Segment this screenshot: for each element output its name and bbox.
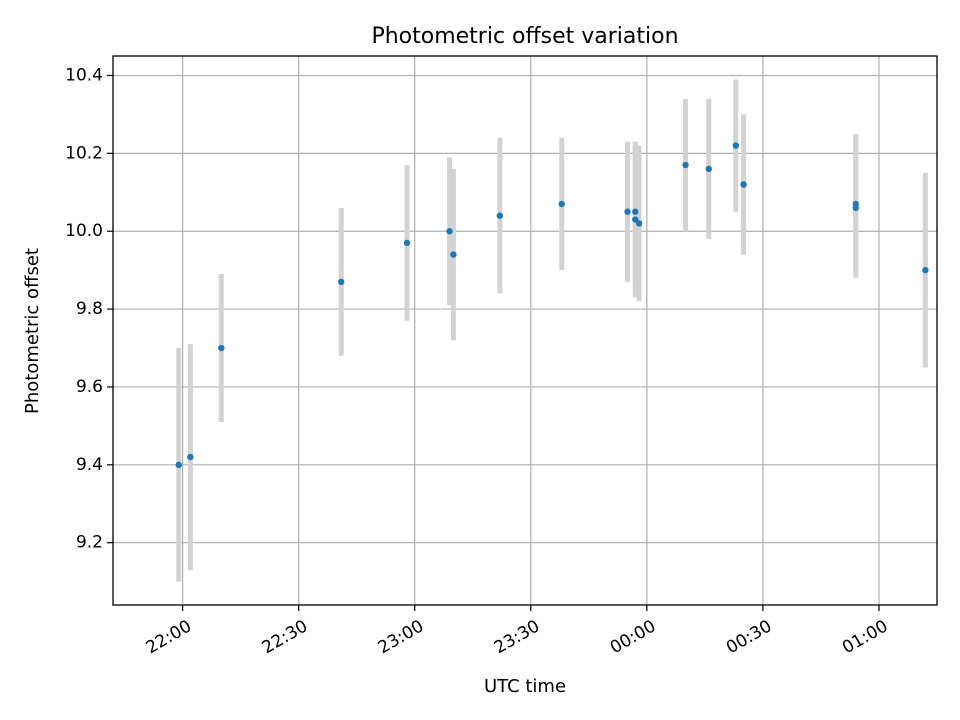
y-tick-label: 9.2 [76, 533, 103, 553]
data-point [682, 161, 689, 169]
x-tick-label: 22:30 [259, 616, 311, 658]
x-tick-label: 00:00 [607, 616, 659, 658]
data-point [632, 216, 639, 223]
data-point [705, 165, 712, 173]
y-axis-label: Photometric offset [22, 248, 43, 414]
plot-frame [112, 55, 938, 606]
data-point [635, 220, 643, 227]
data-point [496, 212, 504, 219]
x-tick-label: 23:30 [491, 616, 543, 658]
data-point [446, 228, 453, 235]
data-point [175, 461, 182, 469]
data-point [403, 239, 411, 247]
y-tick-label: 10.2 [65, 143, 103, 163]
data-point [852, 204, 859, 212]
x-tick-label: 22:00 [143, 616, 195, 658]
point-layer [175, 142, 929, 469]
y-tick-label: 9.4 [76, 455, 103, 475]
x-axis-label: UTC time [484, 676, 566, 697]
grid-layer [113, 56, 937, 605]
x-tick-label: 23:00 [375, 616, 427, 658]
y-tick-label: 10.0 [65, 221, 103, 241]
data-point [732, 142, 740, 149]
data-point [450, 251, 457, 258]
data-point [922, 266, 929, 274]
chart-title: Photometric offset variation [371, 24, 678, 49]
x-tick-label: 00:30 [723, 616, 775, 658]
y-tick-label: 9.8 [76, 299, 103, 319]
data-point [187, 453, 194, 461]
data-point [632, 208, 639, 215]
data-point [558, 200, 565, 208]
y-tick-label: 9.6 [76, 377, 103, 397]
x-tick-label: 01:00 [839, 616, 891, 658]
y-tick-label: 10.4 [65, 65, 103, 85]
data-point [624, 208, 631, 215]
errorbar-layer [176, 79, 928, 582]
data-point [740, 181, 747, 188]
data-point [338, 278, 345, 286]
data-point [218, 344, 225, 352]
